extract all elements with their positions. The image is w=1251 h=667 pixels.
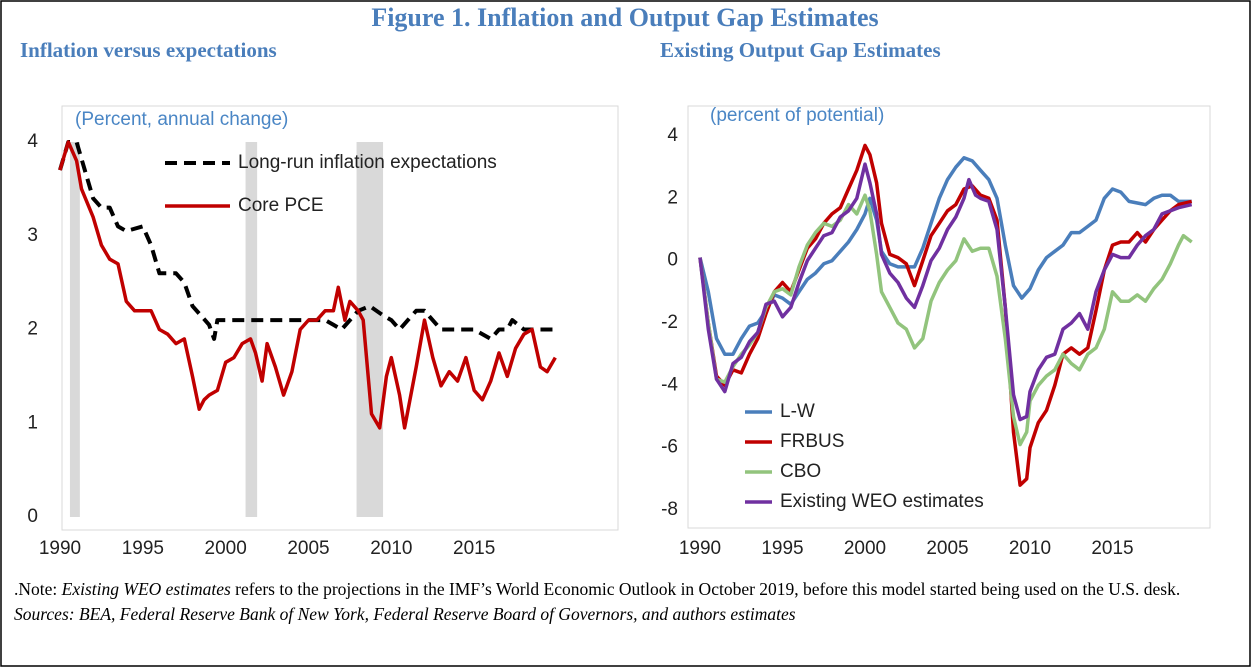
note-text: refers to the projections in the IMF’s W…: [230, 579, 1181, 599]
x-tick-label: 2005: [926, 538, 968, 559]
note-text: Existing WEO estimates: [61, 579, 231, 599]
x-tick-label: 2000: [844, 538, 886, 559]
legend-label: CBO: [780, 461, 821, 482]
y-tick-label: 3: [27, 225, 38, 246]
x-tick-label: 2000: [205, 538, 247, 559]
figure-title: Figure 1. Inflation and Output Gap Estim…: [371, 3, 878, 32]
x-tick-label: 2015: [1091, 538, 1133, 559]
legend-label: Long-run inflation expectations: [238, 152, 497, 173]
plot-frame: [687, 105, 1211, 529]
legend-label: Existing WEO estimates: [780, 491, 984, 512]
y-axis-label: (percent of potential): [710, 105, 884, 126]
series-line: [698, 156, 1192, 356]
y-tick-label: -6: [661, 437, 678, 458]
y-tick-label: 1: [27, 412, 38, 433]
x-tick-label: 2005: [287, 538, 329, 559]
y-tick-label: 2: [27, 319, 38, 340]
y-tick-label: 4: [27, 131, 38, 152]
y-tick-label: 4: [667, 125, 678, 146]
series-line: [698, 143, 1193, 487]
series-line: [698, 193, 1193, 447]
recession-band: [356, 142, 384, 517]
series-line: [698, 162, 1193, 422]
x-tick-label: 1990: [39, 538, 81, 559]
note: .Note: Existing WEO estimates refers to …: [14, 577, 1239, 627]
y-tick-label: 0: [27, 506, 38, 527]
legend-label: Core PCE: [238, 195, 324, 216]
y-tick-label: -8: [661, 499, 678, 520]
y-tick-label: -2: [661, 312, 678, 333]
x-tick-label: 2015: [453, 538, 495, 559]
x-tick-label: 1990: [679, 538, 721, 559]
note-text: Sources: BEA, Federal Reserve Bank of Ne…: [14, 604, 796, 624]
x-tick-label: 2010: [1009, 538, 1051, 559]
chart-title: Inflation versus expectations: [20, 38, 277, 62]
y-tick-label: 0: [667, 250, 678, 271]
y-tick-label: -4: [661, 374, 678, 395]
x-tick-label: 1995: [761, 538, 803, 559]
note-text: .Note:: [14, 579, 62, 599]
recession-band: [245, 142, 258, 517]
series-line: [58, 140, 557, 430]
recession-band: [69, 142, 80, 517]
legend-label: L-W: [780, 401, 815, 422]
series-line: [58, 140, 556, 341]
y-tick-label: 2: [667, 187, 678, 208]
legend-label: FRBUS: [780, 431, 844, 452]
y-axis-label: (Percent, annual change): [75, 109, 288, 130]
x-tick-label: 2010: [370, 538, 412, 559]
plot-frame: [61, 105, 619, 531]
chart-title: Existing Output Gap Estimates: [660, 38, 941, 62]
x-tick-label: 1995: [122, 538, 164, 559]
